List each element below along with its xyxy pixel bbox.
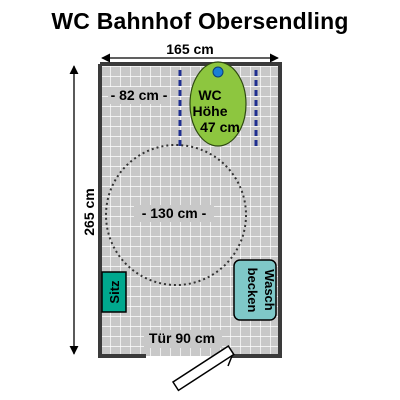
turning-circle-label-bg (134, 205, 214, 222)
wc-label-line2: Höhe (193, 103, 228, 119)
wc-label-line1: WC (198, 87, 221, 103)
page-title: WC Bahnhof Obersendling (51, 8, 349, 34)
grab-bars (178, 70, 258, 146)
door (171, 345, 235, 392)
sink-label-line2: becken (245, 268, 260, 313)
wc-toilet (189, 61, 247, 147)
sink (233, 259, 277, 321)
seat (101, 271, 127, 313)
door-label-bg (144, 330, 222, 348)
sink-label-line1: Wasch (262, 269, 277, 310)
turning-circle-label: - 130 cm - (142, 205, 207, 221)
door-label: Tür 90 cm (149, 330, 215, 346)
flush-button-icon (212, 66, 224, 78)
turning-circle (105, 144, 247, 286)
width-label: 165 cm (166, 41, 213, 57)
wc-clearance-label-bg (108, 87, 170, 104)
walls (98, 62, 282, 358)
wc-clearance-label: - 82 cm - (111, 87, 168, 103)
wc-label-line3: 47 cm (200, 119, 240, 135)
seat-label: Sitz (107, 280, 122, 304)
height-label: 265 cm (81, 188, 97, 235)
